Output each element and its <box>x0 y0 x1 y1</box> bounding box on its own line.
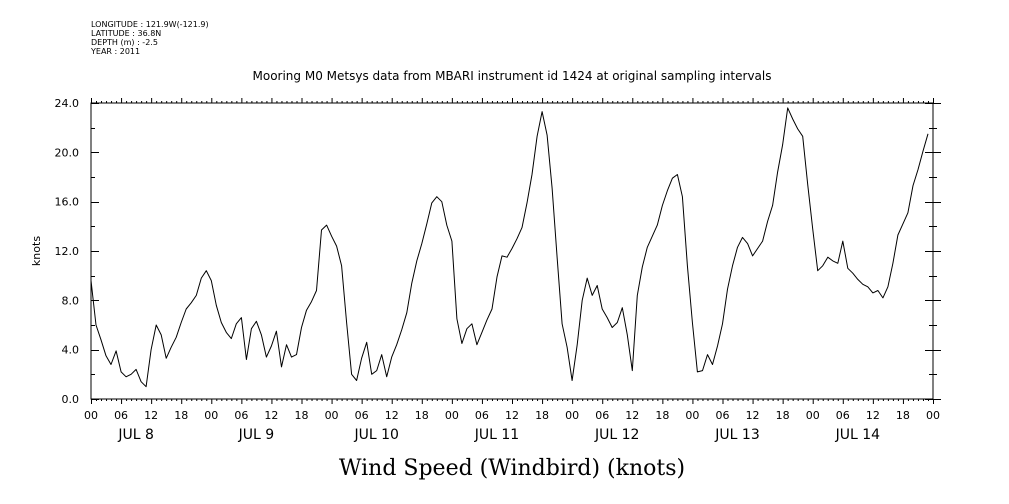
x-tick-label: 00 <box>325 409 339 422</box>
latitude-text: LATITUDE : 36.8N <box>91 29 162 38</box>
x-tick-label: 18 <box>776 409 790 422</box>
x-tick-label: 18 <box>655 409 669 422</box>
day-label: JUL 13 <box>714 427 759 443</box>
day-label: JUL 9 <box>238 427 275 443</box>
x-tick-label: 06 <box>716 409 730 422</box>
wind-speed-series-line <box>90 107 929 388</box>
y-tick-label: 24.0 <box>55 97 80 110</box>
day-label: JUL 10 <box>353 427 398 443</box>
x-tick-label: 06 <box>836 409 850 422</box>
chart-title: Mooring M0 Metsys data from MBARI instru… <box>253 69 772 83</box>
day-label: JUL 11 <box>474 427 519 443</box>
day-label: JUL 8 <box>117 427 154 443</box>
x-tick-label: 12 <box>746 409 760 422</box>
axis-ticks <box>91 98 941 404</box>
x-tick-label: 12 <box>385 409 399 422</box>
longitude-text: LONGITUDE : 121.9W(-121.9) <box>91 20 209 29</box>
depth-text: DEPTH (m) : -2.5 <box>91 38 158 47</box>
y-tick-label: 0.0 <box>62 393 80 406</box>
y-tick-label: 4.0 <box>62 344 80 357</box>
series-group <box>90 107 929 388</box>
y-tick-label: 8.0 <box>62 294 80 307</box>
x-tick-label: 06 <box>355 409 369 422</box>
x-tick-label: 18 <box>174 409 188 422</box>
y-tick-label: 12.0 <box>55 245 80 258</box>
x-tick-label: 18 <box>295 409 309 422</box>
x-axis-label: Wind Speed (Windbird) (knots) <box>339 456 685 481</box>
x-tick-label: 00 <box>84 409 98 422</box>
x-tick-label: 06 <box>475 409 489 422</box>
x-tick-label: 00 <box>806 409 820 422</box>
x-tick-label: 06 <box>595 409 609 422</box>
day-label: JUL 12 <box>594 427 639 443</box>
x-tick-label: 00 <box>685 409 699 422</box>
x-tick-label: 06 <box>114 409 128 422</box>
year-text: YEAR : 2011 <box>91 47 141 56</box>
x-tick-label: 12 <box>264 409 278 422</box>
x-tick-label: 18 <box>415 409 429 422</box>
metadata-block: LONGITUDE : 121.9W(-121.9) LATITUDE : 36… <box>91 20 209 56</box>
y-tick-label: 16.0 <box>55 196 80 209</box>
day-label: JUL 14 <box>835 427 881 443</box>
x-tick-label: 00 <box>565 409 579 422</box>
y-tick-label: 20.0 <box>55 146 80 159</box>
x-tick-label: 12 <box>144 409 158 422</box>
x-tick-labels: 00 06 12 18 00 06 12 18 00 06 12 18 00 06 12 18 00 06 12 18… <box>84 409 940 422</box>
y-tick-labels: 0.0 4.0 8.0 12.0 16.0 20.0 24.0 <box>55 97 80 406</box>
x-tick-label: 00 <box>926 409 940 422</box>
x-tick-label: 00 <box>204 409 218 422</box>
x-tick-label: 18 <box>896 409 910 422</box>
day-labels: JUL 8 JUL 9 JUL 10 JUL 11 JUL 12 JUL 13 JUL 14 <box>117 427 880 443</box>
x-tick-label: 00 <box>445 409 459 422</box>
x-tick-label: 12 <box>866 409 880 422</box>
x-tick-label: 18 <box>535 409 549 422</box>
plot-frame <box>90 102 934 400</box>
y-axis-label: knots <box>30 236 43 266</box>
x-tick-label: 06 <box>234 409 248 422</box>
x-tick-label: 12 <box>625 409 639 422</box>
x-tick-label: 12 <box>505 409 519 422</box>
